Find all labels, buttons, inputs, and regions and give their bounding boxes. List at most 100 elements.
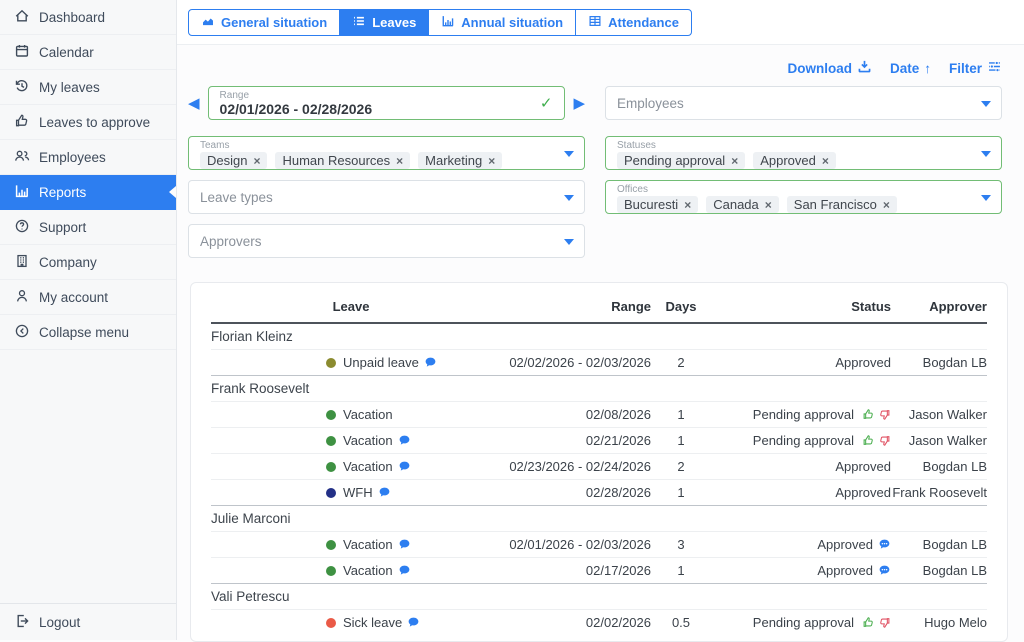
download-button[interactable]: Download — [787, 59, 872, 77]
chip-remove-icon[interactable]: × — [765, 198, 772, 212]
approve-thumb-up-icon[interactable] — [859, 407, 875, 422]
reject-thumb-down-icon[interactable] — [875, 615, 891, 630]
table-row[interactable]: Vacation 02/17/2026 1 Approved Bogdan LB — [211, 558, 987, 584]
chip-remove-icon[interactable]: × — [253, 154, 260, 168]
tab-general-situation[interactable]: General situation — [188, 9, 340, 36]
comment-bubble-icon[interactable] — [419, 355, 437, 370]
chip-remove-icon[interactable]: × — [396, 154, 403, 168]
table-row[interactable]: Sick leave 02/02/2026 0.5 Pending approv… — [211, 610, 987, 636]
chip-remove-icon[interactable]: × — [488, 154, 495, 168]
reject-thumb-down-icon[interactable] — [875, 433, 891, 448]
range-field-label: Range — [220, 90, 539, 101]
download-label: Download — [787, 61, 852, 76]
comment-bubble-icon[interactable] — [402, 615, 420, 630]
report-tabs: General situation Leaves Annual situatio… — [188, 9, 692, 36]
sidebar-item-reports[interactable]: Reports — [0, 175, 176, 210]
comment-bubble-icon[interactable] — [373, 485, 391, 500]
leave-approver: Jason Walker — [891, 428, 987, 454]
offices-filter[interactable]: Offices Bucuresti×Canada×San Francisco× — [605, 180, 1002, 214]
tab-leaves[interactable]: Leaves — [339, 9, 429, 36]
table-row[interactable]: Vacation 02/23/2026 - 02/24/2026 2 Appro… — [211, 454, 987, 480]
status-comment-bubble-icon[interactable] — [873, 563, 891, 578]
filter-chip[interactable]: Human Resources× — [275, 152, 410, 169]
chip-remove-icon[interactable]: × — [883, 198, 890, 212]
approve-thumb-up-icon[interactable] — [859, 615, 875, 630]
employee-group-row: Vali Petrescu — [211, 584, 987, 610]
comment-bubble-icon[interactable] — [393, 563, 411, 578]
main-content: General situation Leaves Annual situatio… — [177, 0, 1024, 640]
sidebar-item-collapse-menu[interactable]: Collapse menu — [0, 315, 176, 350]
employees-filter[interactable]: Employees — [605, 86, 1002, 120]
employee-name: Frank Roosevelt — [211, 376, 987, 402]
filter-chip[interactable]: Approved× — [753, 152, 836, 169]
approvers-filter[interactable]: Approvers — [188, 224, 585, 258]
sidebar-item-support[interactable]: Support — [0, 210, 176, 245]
table-actions: Download Date ↑ Filter — [177, 45, 1024, 77]
column-header-range: Range — [491, 293, 651, 323]
leave-range: 02/21/2026 — [491, 428, 651, 454]
filter-chip[interactable]: San Francisco× — [787, 196, 897, 213]
next-range-arrow[interactable]: ▶ — [573, 96, 585, 111]
leave-status-cell: Pending approval — [711, 402, 891, 428]
sidebar-item-logout[interactable]: Logout — [0, 603, 176, 640]
filter-button[interactable]: Filter — [949, 59, 1002, 77]
filter-chip[interactable]: Bucuresti× — [617, 196, 698, 213]
leave-range: 02/01/2026 - 02/03/2026 — [491, 532, 651, 558]
sidebar-item-company[interactable]: Company — [0, 245, 176, 280]
employee-group: Frank Roosevelt Vacation 02/08/2026 1 Pe… — [211, 376, 987, 506]
approve-thumb-up-icon[interactable] — [859, 433, 875, 448]
filter-chip[interactable]: Canada× — [706, 196, 779, 213]
table-icon — [588, 14, 602, 31]
sidebar-item-calendar[interactable]: Calendar — [0, 35, 176, 70]
tab-attendance[interactable]: Attendance — [575, 9, 692, 36]
prev-range-arrow[interactable]: ◀ — [188, 96, 200, 111]
filter-chip[interactable]: Marketing × — [418, 152, 502, 169]
chevron-down-icon[interactable] — [564, 151, 574, 157]
offices-chips: Bucuresti× Canada× San Francisco× — [617, 196, 975, 213]
chip-remove-icon[interactable]: × — [731, 154, 738, 168]
table-row[interactable]: WFH 02/28/2026 1 Approved Frank Roosevel… — [211, 480, 987, 506]
sidebar-item-my-leaves[interactable]: My leaves — [0, 70, 176, 105]
chip-label: Marketing — [425, 153, 482, 168]
table-row[interactable]: Unpaid leave 02/02/2026 - 02/03/2026 2 A… — [211, 350, 987, 376]
chevron-down-icon[interactable] — [981, 151, 991, 157]
chevron-down-icon[interactable] — [981, 101, 991, 107]
chip-label: Design — [207, 153, 247, 168]
chevron-down-icon[interactable] — [564, 195, 574, 201]
chip-remove-icon[interactable]: × — [822, 154, 829, 168]
people-icon — [14, 148, 30, 167]
comment-bubble-icon[interactable] — [393, 459, 411, 474]
chip-label: Pending approval — [624, 153, 725, 168]
table-row[interactable]: Vacation 02/01/2026 - 02/03/2026 3 Appro… — [211, 532, 987, 558]
tab-label: Annual situation — [461, 15, 563, 30]
chevron-down-icon[interactable] — [981, 195, 991, 201]
sidebar-item-my-account[interactable]: My account — [0, 280, 176, 315]
sidebar-item-employees[interactable]: Employees — [0, 140, 176, 175]
leave-status-label: Approved — [835, 459, 891, 474]
leave-range: 02/28/2026 — [491, 480, 651, 506]
filter-chip[interactable]: Pending approval × — [617, 152, 745, 169]
chip-remove-icon[interactable]: × — [684, 198, 691, 212]
reject-thumb-down-icon[interactable] — [875, 407, 891, 422]
sidebar-item-label: Company — [39, 255, 97, 270]
table-row[interactable]: Vacation 02/21/2026 1 Pending approval J… — [211, 428, 987, 454]
tab-annual-situation[interactable]: Annual situation — [428, 9, 576, 36]
leave-types-filter[interactable]: Leave types — [188, 180, 585, 214]
filter-chip[interactable]: Design × — [200, 152, 267, 169]
arrow-left-circle-icon — [14, 323, 30, 342]
home-icon — [14, 8, 30, 27]
building-icon — [14, 253, 30, 272]
comment-bubble-icon[interactable] — [393, 537, 411, 552]
comment-bubble-icon[interactable] — [393, 433, 411, 448]
teams-filter[interactable]: Teams Design×Human Resources×Marketing× — [188, 136, 585, 170]
statuses-filter[interactable]: Statuses Pending approval×Approved× — [605, 136, 1002, 170]
tab-label: General situation — [221, 15, 327, 30]
range-field[interactable]: Range 02/01/2026 - 02/28/2026 ✓ — [208, 86, 566, 120]
status-comment-bubble-icon[interactable] — [873, 537, 891, 552]
sidebar-item-dashboard[interactable]: Dashboard — [0, 0, 176, 35]
table-row[interactable]: Vacation 02/08/2026 1 Pending approval J… — [211, 402, 987, 428]
date-sort-button[interactable]: Date ↑ — [890, 61, 931, 76]
chevron-down-icon[interactable] — [564, 239, 574, 245]
sidebar-item-leaves-to-approve[interactable]: Leaves to approve — [0, 105, 176, 140]
sidebar-item-label: Calendar — [39, 45, 94, 60]
